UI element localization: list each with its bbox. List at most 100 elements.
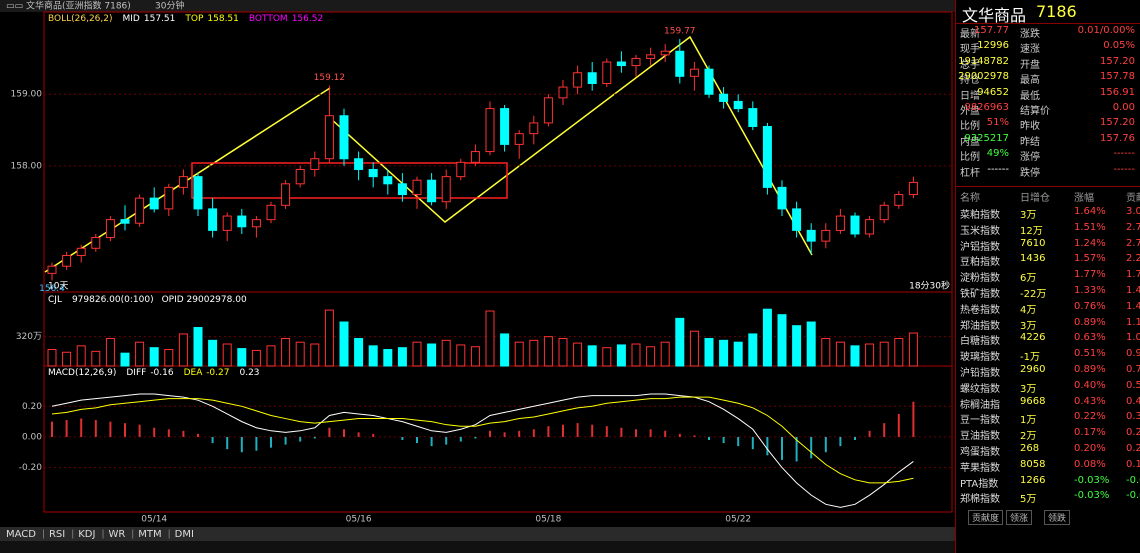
volume-bar — [324, 309, 334, 367]
candle-body — [208, 208, 218, 231]
quote-value: 9826963 — [964, 102, 1009, 113]
extreme-label: 156.4 — [39, 284, 65, 294]
quote-value: ------ — [987, 163, 1009, 175]
quote-value: 157.20 — [1100, 117, 1135, 129]
rank-header: 日增仓 — [1020, 193, 1050, 204]
volume-bar — [193, 327, 203, 367]
volume-bar — [806, 321, 816, 367]
candle-body — [908, 181, 918, 196]
volume-bar — [850, 345, 860, 367]
indicator-tab[interactable]: KDJ — [78, 529, 95, 540]
volume-bar — [879, 341, 889, 367]
candle-body — [500, 108, 510, 145]
candle-body — [456, 161, 466, 178]
rank-cell: 0.37 — [1126, 411, 1140, 423]
candle-body — [62, 254, 72, 267]
indicator-tab[interactable]: MTM — [138, 529, 161, 540]
candle-body — [251, 219, 261, 228]
y-tick-label: 0.00 — [22, 432, 42, 442]
divider — [956, 186, 1140, 187]
frame — [43, 11, 953, 513]
indicator-tab[interactable]: DMI — [175, 529, 194, 540]
volume-bar — [835, 341, 845, 367]
candle-body — [310, 158, 320, 170]
volume-bar — [792, 325, 802, 367]
x-tick-label: 05/18 — [535, 515, 561, 525]
rank-cell: 1.24% — [1074, 237, 1106, 249]
volume-bar — [865, 343, 875, 367]
rank-tab[interactable]: 贡献度 — [968, 510, 1004, 525]
rank-cell: 2960 — [1020, 364, 1046, 375]
tab-sep: | — [101, 530, 104, 540]
rank-cell: 7610 — [1020, 237, 1046, 249]
rank-cell: 4万 — [1020, 304, 1037, 316]
volume-bar — [383, 349, 393, 367]
indicator-tabs — [0, 527, 955, 541]
candle-body — [266, 204, 276, 221]
rank-cell: 1.12 — [1126, 316, 1140, 328]
rank-cell: -0.04 — [1126, 490, 1140, 502]
volume-bar — [76, 345, 86, 367]
rank-cell: 豆一指数 — [960, 415, 1000, 427]
volume-bar — [719, 339, 729, 367]
line-name: DIFF — [126, 368, 146, 378]
rank-cell: 郑棉指数 — [960, 494, 1000, 506]
boll-value: 156.52 — [292, 14, 324, 24]
volume-bar — [748, 333, 758, 367]
volume-bar — [470, 346, 480, 367]
quote-value: 157.20 — [1100, 55, 1135, 67]
candle-body — [427, 179, 437, 203]
rank-cell: 0.28 — [1126, 427, 1140, 439]
quote-label: 涨跌 — [1020, 29, 1040, 40]
candle-body — [237, 215, 247, 228]
tab-sep: | — [42, 530, 45, 540]
quote-value: 0.01/0.00% — [1077, 25, 1135, 36]
quote-value: 12996 — [977, 40, 1009, 52]
indicator-tab[interactable]: MACD — [6, 529, 36, 540]
rank-cell: 0.08% — [1074, 458, 1106, 470]
quote-title: 文华商品 — [962, 6, 1027, 25]
line-name: DEA — [184, 368, 204, 378]
candle-body — [120, 219, 130, 224]
volume-bar — [354, 338, 364, 367]
volume-bar — [675, 317, 685, 367]
indicator-tab[interactable]: WR — [108, 529, 125, 540]
quote-code: 7186 — [1036, 2, 1077, 21]
macd-line — [51, 393, 914, 508]
period[interactable]: 30分钟 — [155, 0, 184, 12]
volume-bar — [47, 349, 57, 367]
rank-cell: 3万 — [1020, 383, 1037, 395]
volume-bar — [587, 345, 597, 367]
rank-cell: 1266 — [1020, 474, 1046, 486]
candle-body — [149, 197, 159, 210]
quote-value: 49% — [986, 148, 1009, 160]
candle-body — [616, 61, 626, 67]
candle-body — [178, 176, 188, 188]
rank-cell: 0.51 — [1126, 379, 1140, 391]
quote-value: 51% — [986, 117, 1009, 129]
candle-body — [587, 72, 597, 85]
volume-bar — [777, 314, 787, 367]
rank-cell: 0.40% — [1074, 379, 1106, 391]
rank-tab[interactable]: 领涨 — [1006, 510, 1033, 525]
rank-cell: -22万 — [1020, 289, 1047, 300]
candle-body — [281, 183, 291, 206]
tab-sep: | — [131, 530, 134, 540]
volume-bar — [821, 338, 831, 367]
candle-body — [865, 219, 875, 235]
rank-cell: 3万 — [1020, 320, 1037, 332]
volume-bar — [208, 339, 218, 367]
rank-tab[interactable]: 领跌 — [1044, 510, 1071, 525]
quote-label: 内盘 — [960, 136, 980, 148]
volume-bar — [149, 347, 159, 367]
rank-cell: 0.17% — [1074, 427, 1106, 439]
rank-cell: 0.47 — [1126, 395, 1140, 407]
rank-cell: 1436 — [1020, 253, 1046, 265]
indicator-tab[interactable]: RSI — [49, 529, 65, 540]
volume-bar — [646, 346, 656, 367]
quote-value: 9325217 — [964, 132, 1009, 144]
volume-bar — [733, 341, 743, 367]
candle-body — [383, 176, 393, 185]
y-tick-label: 159.00 — [11, 90, 43, 100]
